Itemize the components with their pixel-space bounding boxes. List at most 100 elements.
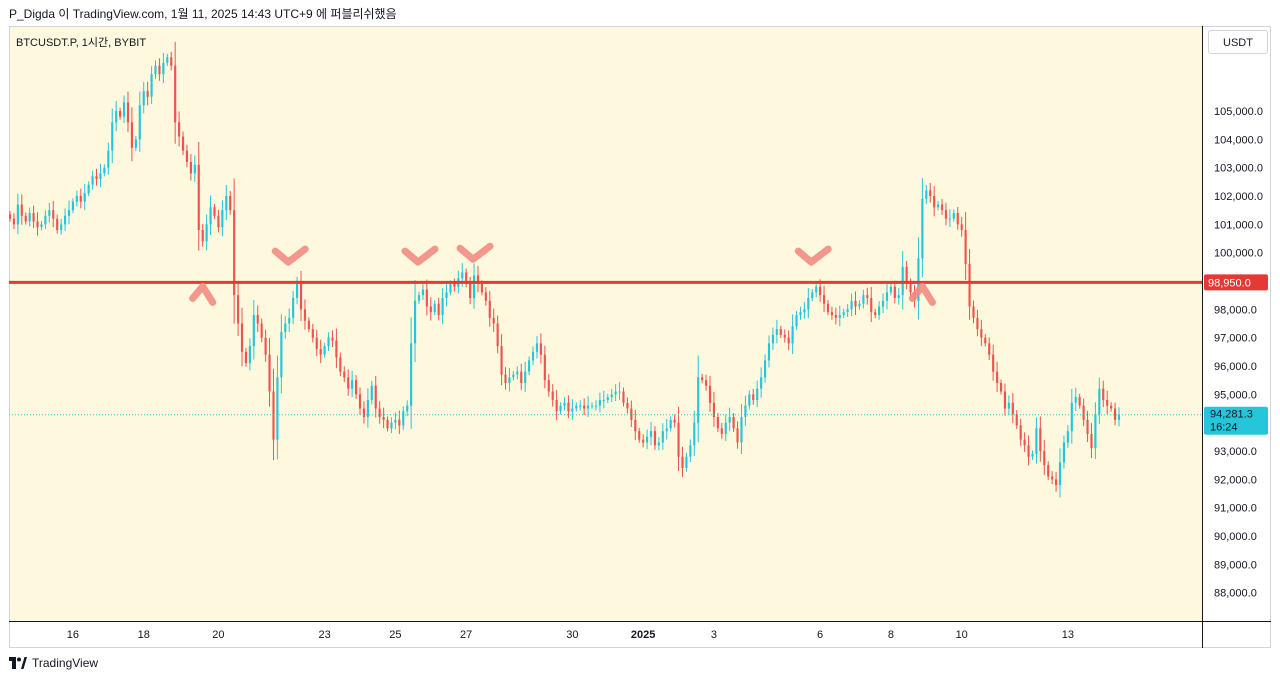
candle-body [378, 408, 381, 417]
candle-body [134, 139, 137, 148]
candle-body [952, 213, 955, 219]
candle-body [775, 329, 778, 335]
candle-body [575, 405, 578, 409]
candle-body [1023, 439, 1026, 446]
candle-body [40, 224, 43, 228]
candle-body [437, 303, 440, 315]
candle-body [854, 300, 857, 307]
candle-body [382, 417, 385, 420]
candle-body [1113, 408, 1117, 420]
candle-body [626, 402, 629, 409]
candle-body [201, 230, 204, 242]
currency-selector[interactable]: USDT [1208, 30, 1268, 54]
candle-body [665, 428, 668, 432]
candle-body [354, 380, 358, 395]
candle-body [95, 176, 98, 179]
candle-body [449, 283, 452, 293]
candle-body [881, 300, 885, 307]
candle-body [929, 190, 932, 196]
candle-body [587, 405, 590, 409]
candle-body [642, 439, 645, 443]
annotation-mark [456, 242, 494, 263]
candle-body [905, 266, 908, 284]
annotation-mark [794, 245, 832, 266]
candle-body [528, 360, 531, 372]
candle-body [567, 402, 570, 412]
candle-body [1062, 442, 1066, 463]
candle-body [535, 343, 539, 352]
candle-body [307, 320, 310, 330]
candle-body [111, 122, 114, 151]
candle-body [472, 275, 476, 298]
candle-body [252, 315, 255, 347]
candle-body [638, 431, 641, 440]
chart-area[interactable]: 88,000.0 89,000.0 90,000.0 91,000.0 92,000.0… [9, 26, 1271, 648]
candle-body [763, 360, 767, 378]
candle-body [740, 417, 743, 443]
candle-body [917, 258, 920, 301]
candle-body [1015, 414, 1018, 426]
candle-body [1066, 431, 1069, 443]
candle-body [669, 419, 672, 429]
y-tick-label: 88,000.0 [1214, 588, 1257, 600]
candle-body [425, 289, 428, 307]
y-tick-label: 97,000.0 [1214, 333, 1257, 345]
candle-body [260, 323, 263, 338]
candle-body [524, 371, 527, 383]
y-tick-label: 103,000.0 [1214, 163, 1263, 175]
candle-body [20, 204, 23, 216]
candle-body [874, 312, 877, 315]
candle-body [988, 343, 991, 355]
candle-body [476, 275, 480, 284]
candle-body [229, 196, 232, 211]
candle-body [48, 210, 51, 216]
candle-body [413, 300, 417, 344]
candle-body [504, 374, 507, 383]
candle-body [390, 422, 393, 429]
candle-body [56, 218, 59, 230]
candle-body [878, 306, 881, 315]
candle-body [999, 383, 1003, 392]
candle-body [756, 388, 759, 400]
candle-body [327, 337, 330, 347]
candle-body [893, 286, 896, 298]
candle-body [1110, 405, 1113, 409]
candle-body [708, 385, 712, 403]
candle-body [162, 62, 165, 75]
price-countdown-label: 16:24 [1210, 422, 1238, 434]
candle-body [351, 380, 354, 389]
candle-body [256, 315, 259, 324]
candle-body [980, 329, 983, 338]
y-tick-label: 89,000.0 [1214, 559, 1257, 571]
current-price-tag [1204, 406, 1268, 435]
current-price-label: 94,281.3 [1210, 409, 1253, 421]
candle-body [67, 210, 71, 216]
candle-body [1019, 425, 1022, 440]
candle-body [1054, 479, 1058, 485]
candle-body [822, 295, 826, 304]
candle-body [410, 343, 413, 406]
candle-body [508, 377, 511, 383]
candle-body [335, 340, 338, 358]
candle-body [779, 329, 782, 335]
time-scale-background [9, 621, 1271, 648]
x-tick-label: 20 [212, 629, 224, 641]
candle-body [500, 346, 503, 375]
candle-body [646, 436, 649, 443]
candle-body [661, 431, 664, 443]
candle-body [712, 402, 716, 417]
candle-body [158, 65, 161, 75]
candle-body [299, 283, 303, 310]
candle-body [71, 201, 75, 211]
candle-body [555, 400, 558, 412]
candle-body [819, 286, 822, 296]
candle-body [303, 309, 307, 321]
plot-background [9, 26, 1202, 621]
tradingview-logo[interactable]: TradingView [9, 656, 98, 670]
candle-body [976, 317, 979, 330]
candlestick-chart[interactable]: 88,000.0 89,000.0 90,000.0 91,000.0 92,000.0… [9, 26, 1271, 648]
candle-body [704, 380, 708, 386]
x-tick-label: 30 [566, 629, 578, 641]
candle-body [583, 405, 586, 409]
candle-body [492, 317, 495, 324]
